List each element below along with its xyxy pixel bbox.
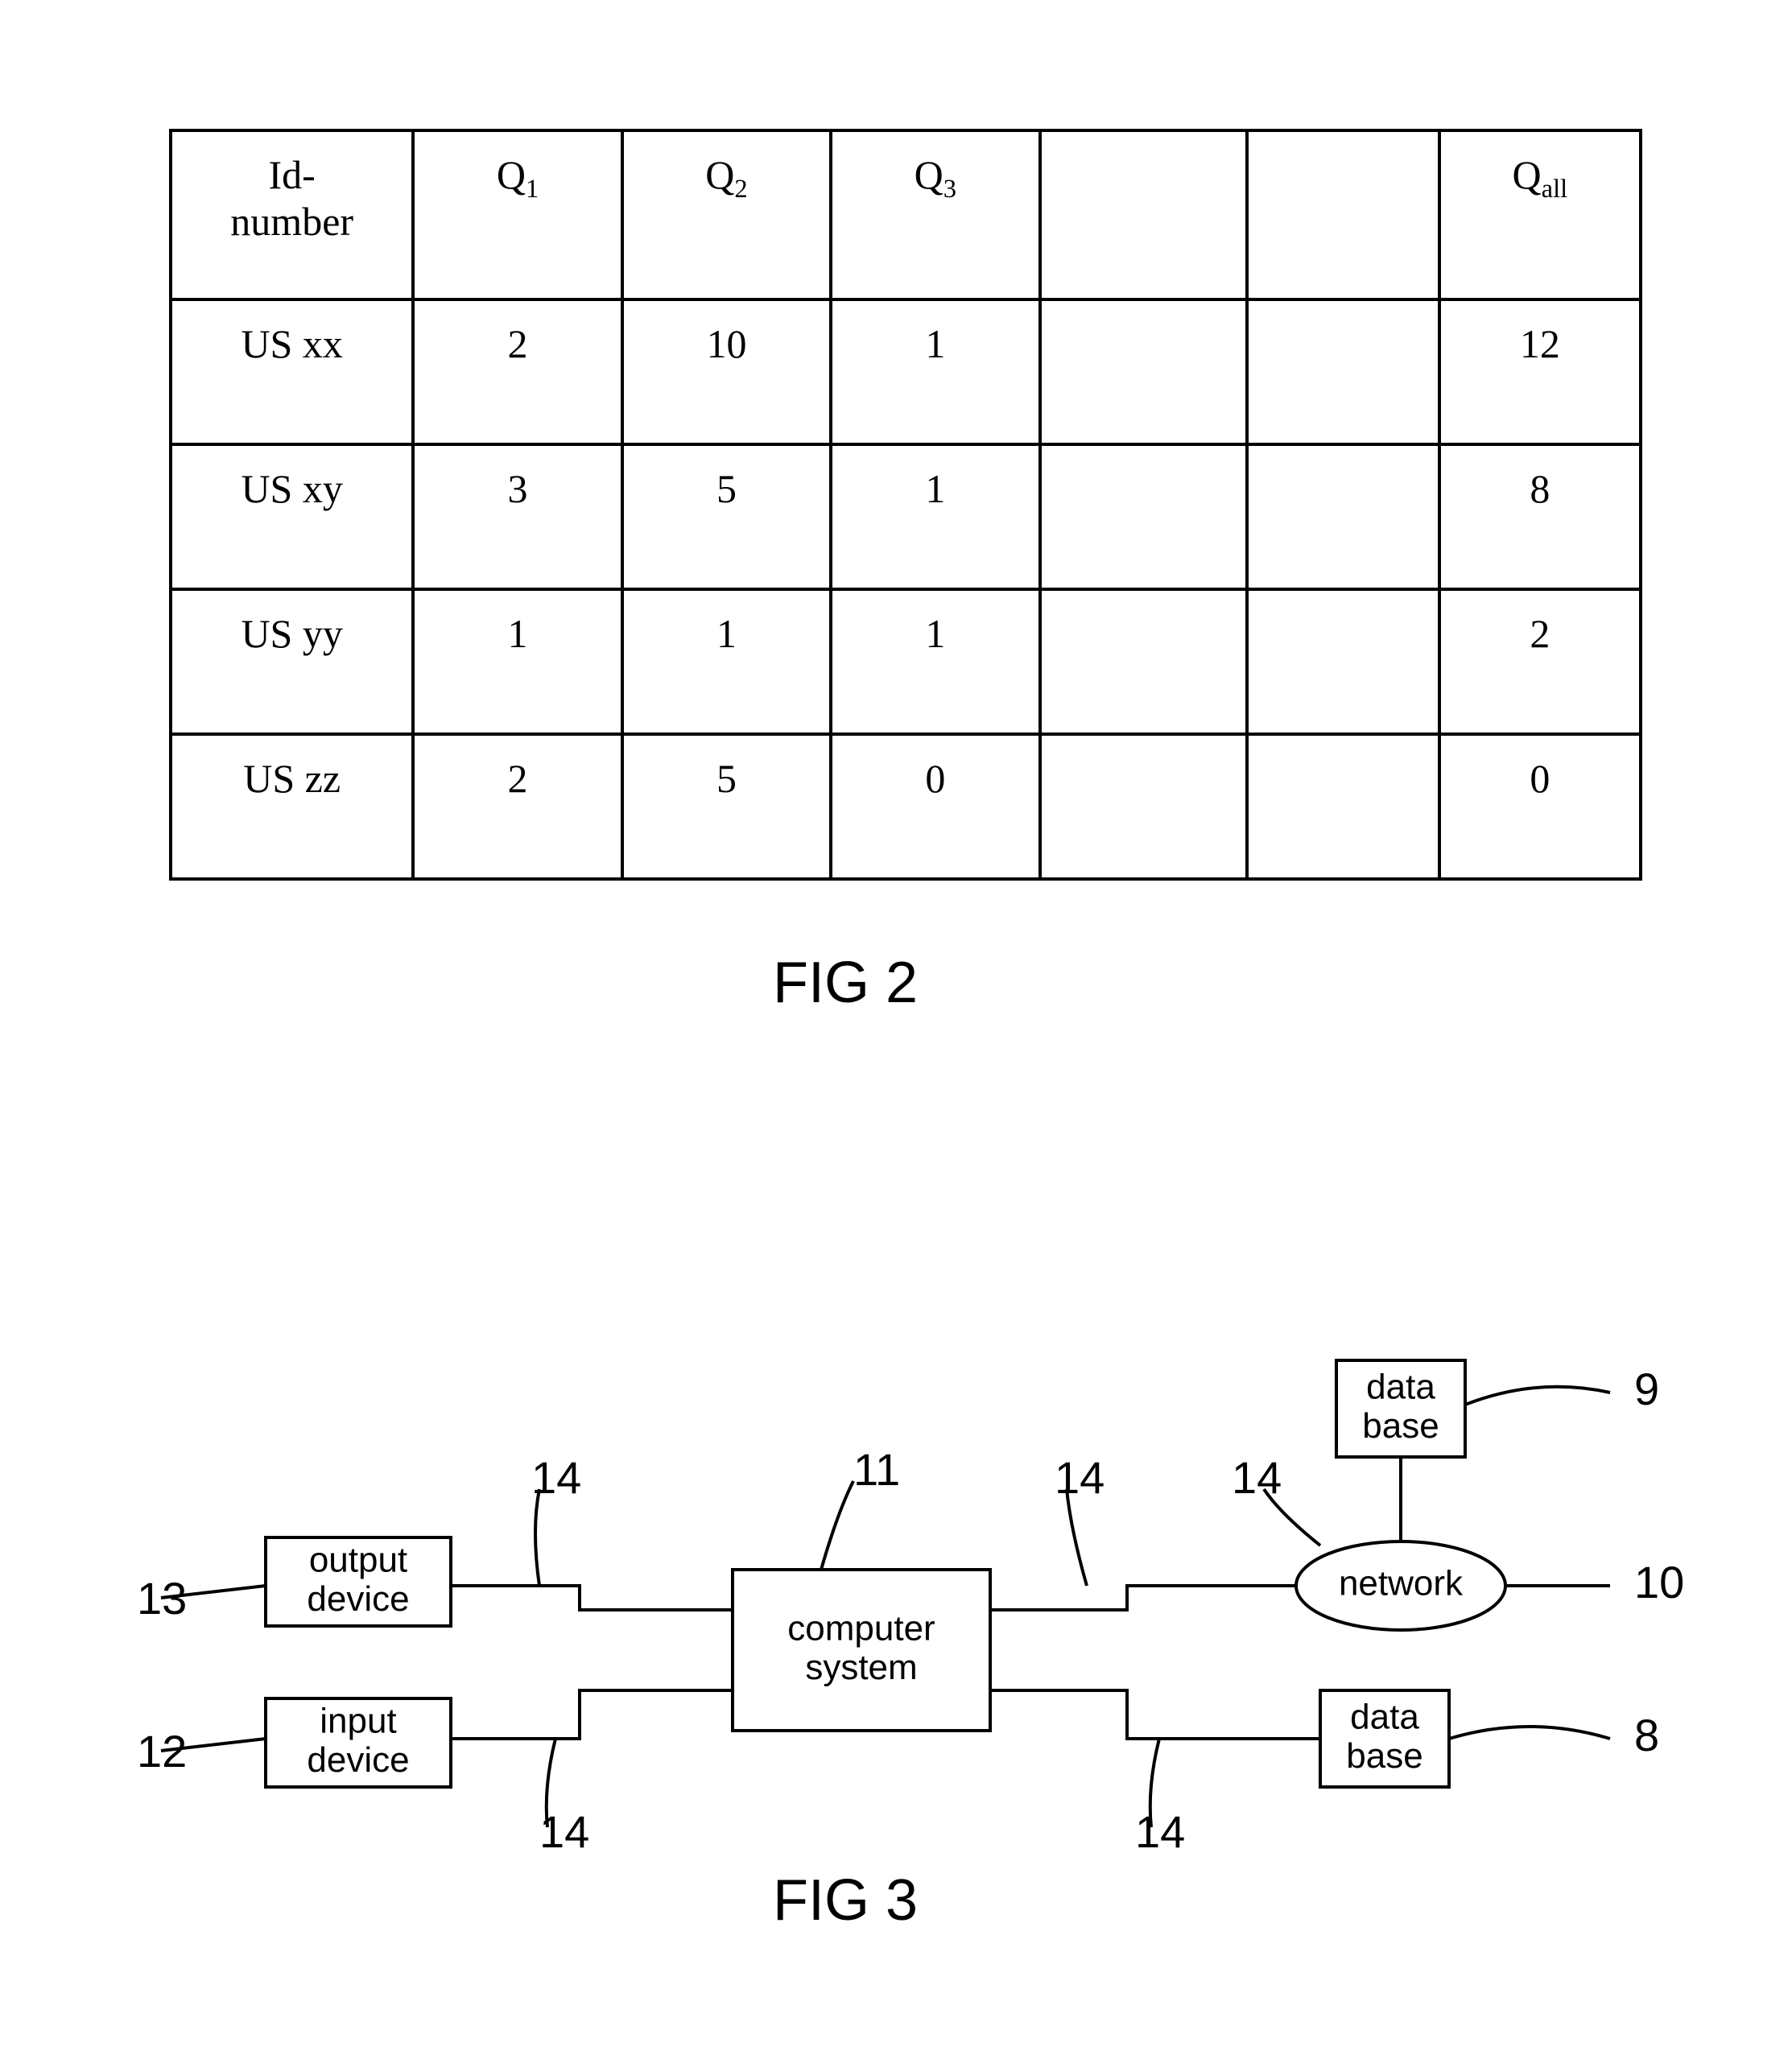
svg-text:input: input <box>320 1701 396 1740</box>
table-cell: 12 <box>1439 299 1641 444</box>
table-cell <box>1247 444 1439 589</box>
leader-r14a <box>535 1489 539 1586</box>
table-row: US xx2101 12 <box>171 299 1641 444</box>
table-header-cell: Q2 <box>622 130 831 299</box>
table-cell <box>1040 444 1248 589</box>
table-cell: 0 <box>1439 734 1641 879</box>
table-row: US zz2500 <box>171 734 1641 879</box>
connector-cs_to_net <box>990 1586 1296 1610</box>
page: Id-numberQ1Q2Q3QallUS xx210112US xy3518U… <box>0 0 1792 2051</box>
table-cell <box>1247 299 1439 444</box>
table-cell: 0 <box>831 734 1039 879</box>
ref-8: 8 <box>1634 1710 1659 1760</box>
db_top-box: database <box>1336 1360 1465 1457</box>
table-row: US xy351 8 <box>171 444 1641 589</box>
svg-text:data: data <box>1366 1367 1435 1406</box>
svg-text:data: data <box>1350 1697 1419 1736</box>
table-cell: US xy <box>171 444 413 589</box>
table-header-cell: Q3 <box>831 130 1039 299</box>
table-cell: 5 <box>622 444 831 589</box>
table-cell: US xx <box>171 299 413 444</box>
table-cell: 1 <box>622 589 831 734</box>
ref-12: 12 <box>137 1726 187 1777</box>
table-cell: 8 <box>1439 444 1641 589</box>
svg-text:system: system <box>805 1648 917 1687</box>
ref-14: 14 <box>1135 1806 1185 1851</box>
ref-14: 14 <box>531 1452 581 1503</box>
connector-out_to_cs <box>451 1586 733 1610</box>
ref-14: 14 <box>1232 1452 1282 1503</box>
table-cell: US yy <box>171 589 413 734</box>
table-cell: 2 <box>1439 589 1641 734</box>
fig3-diagram: outputdeviceinputdevicecomputersystemnet… <box>81 1191 1691 1851</box>
table-row: US yy1112 <box>171 589 1641 734</box>
table-cell: 1 <box>413 589 621 734</box>
fig2-caption: FIG 2 <box>773 950 918 1016</box>
db_bottom-box: database <box>1320 1690 1449 1787</box>
table-cell <box>1040 299 1248 444</box>
table-cell: 1 <box>831 589 1039 734</box>
table-cell: 2 <box>413 734 621 879</box>
table-cell: 3 <box>413 444 621 589</box>
table-cell: 5 <box>622 734 831 879</box>
table-cell: 2 <box>413 299 621 444</box>
table-cell: 10 <box>622 299 831 444</box>
leader-r8 <box>1449 1727 1610 1739</box>
table-header-cell: Q1 <box>413 130 621 299</box>
leader-r9 <box>1465 1387 1610 1405</box>
svg-text:output: output <box>309 1540 407 1579</box>
svg-text:device: device <box>307 1579 409 1619</box>
ref-11: 11 <box>853 1444 900 1495</box>
table-header-cell <box>1247 130 1439 299</box>
computer-box: computersystem <box>733 1570 990 1731</box>
svg-text:device: device <box>307 1740 409 1780</box>
leader-r11 <box>821 1481 853 1570</box>
table-cell: US zz <box>171 734 413 879</box>
ref-14: 14 <box>539 1806 589 1851</box>
connector-in_to_cs <box>451 1690 733 1739</box>
table-header-cell: Id-number <box>171 130 413 299</box>
svg-text:computer: computer <box>787 1608 935 1648</box>
svg-text:base: base <box>1362 1406 1439 1446</box>
table-cell <box>1247 734 1439 879</box>
input_device-box: inputdevice <box>266 1698 451 1787</box>
svg-text:network: network <box>1339 1564 1464 1603</box>
ref-13: 13 <box>137 1573 187 1624</box>
svg-text:base: base <box>1346 1736 1422 1776</box>
table-cell <box>1040 734 1248 879</box>
network-ellipse: network <box>1296 1541 1505 1630</box>
ref-14: 14 <box>1055 1452 1105 1503</box>
table-cell <box>1247 589 1439 734</box>
table-cell <box>1040 589 1248 734</box>
ref-9: 9 <box>1634 1364 1659 1414</box>
output_device-box: outputdevice <box>266 1537 451 1626</box>
table-header-cell: Qall <box>1439 130 1641 299</box>
table-cell: 1 <box>831 299 1039 444</box>
fig3-caption: FIG 3 <box>773 1867 918 1933</box>
ref-10: 10 <box>1634 1557 1684 1607</box>
leader-r14c <box>1067 1489 1087 1586</box>
fig2-table: Id-numberQ1Q2Q3QallUS xx210112US xy3518U… <box>169 129 1642 881</box>
table-header-cell <box>1040 130 1248 299</box>
connector-cs_to_db <box>990 1690 1320 1739</box>
table-cell: 1 <box>831 444 1039 589</box>
